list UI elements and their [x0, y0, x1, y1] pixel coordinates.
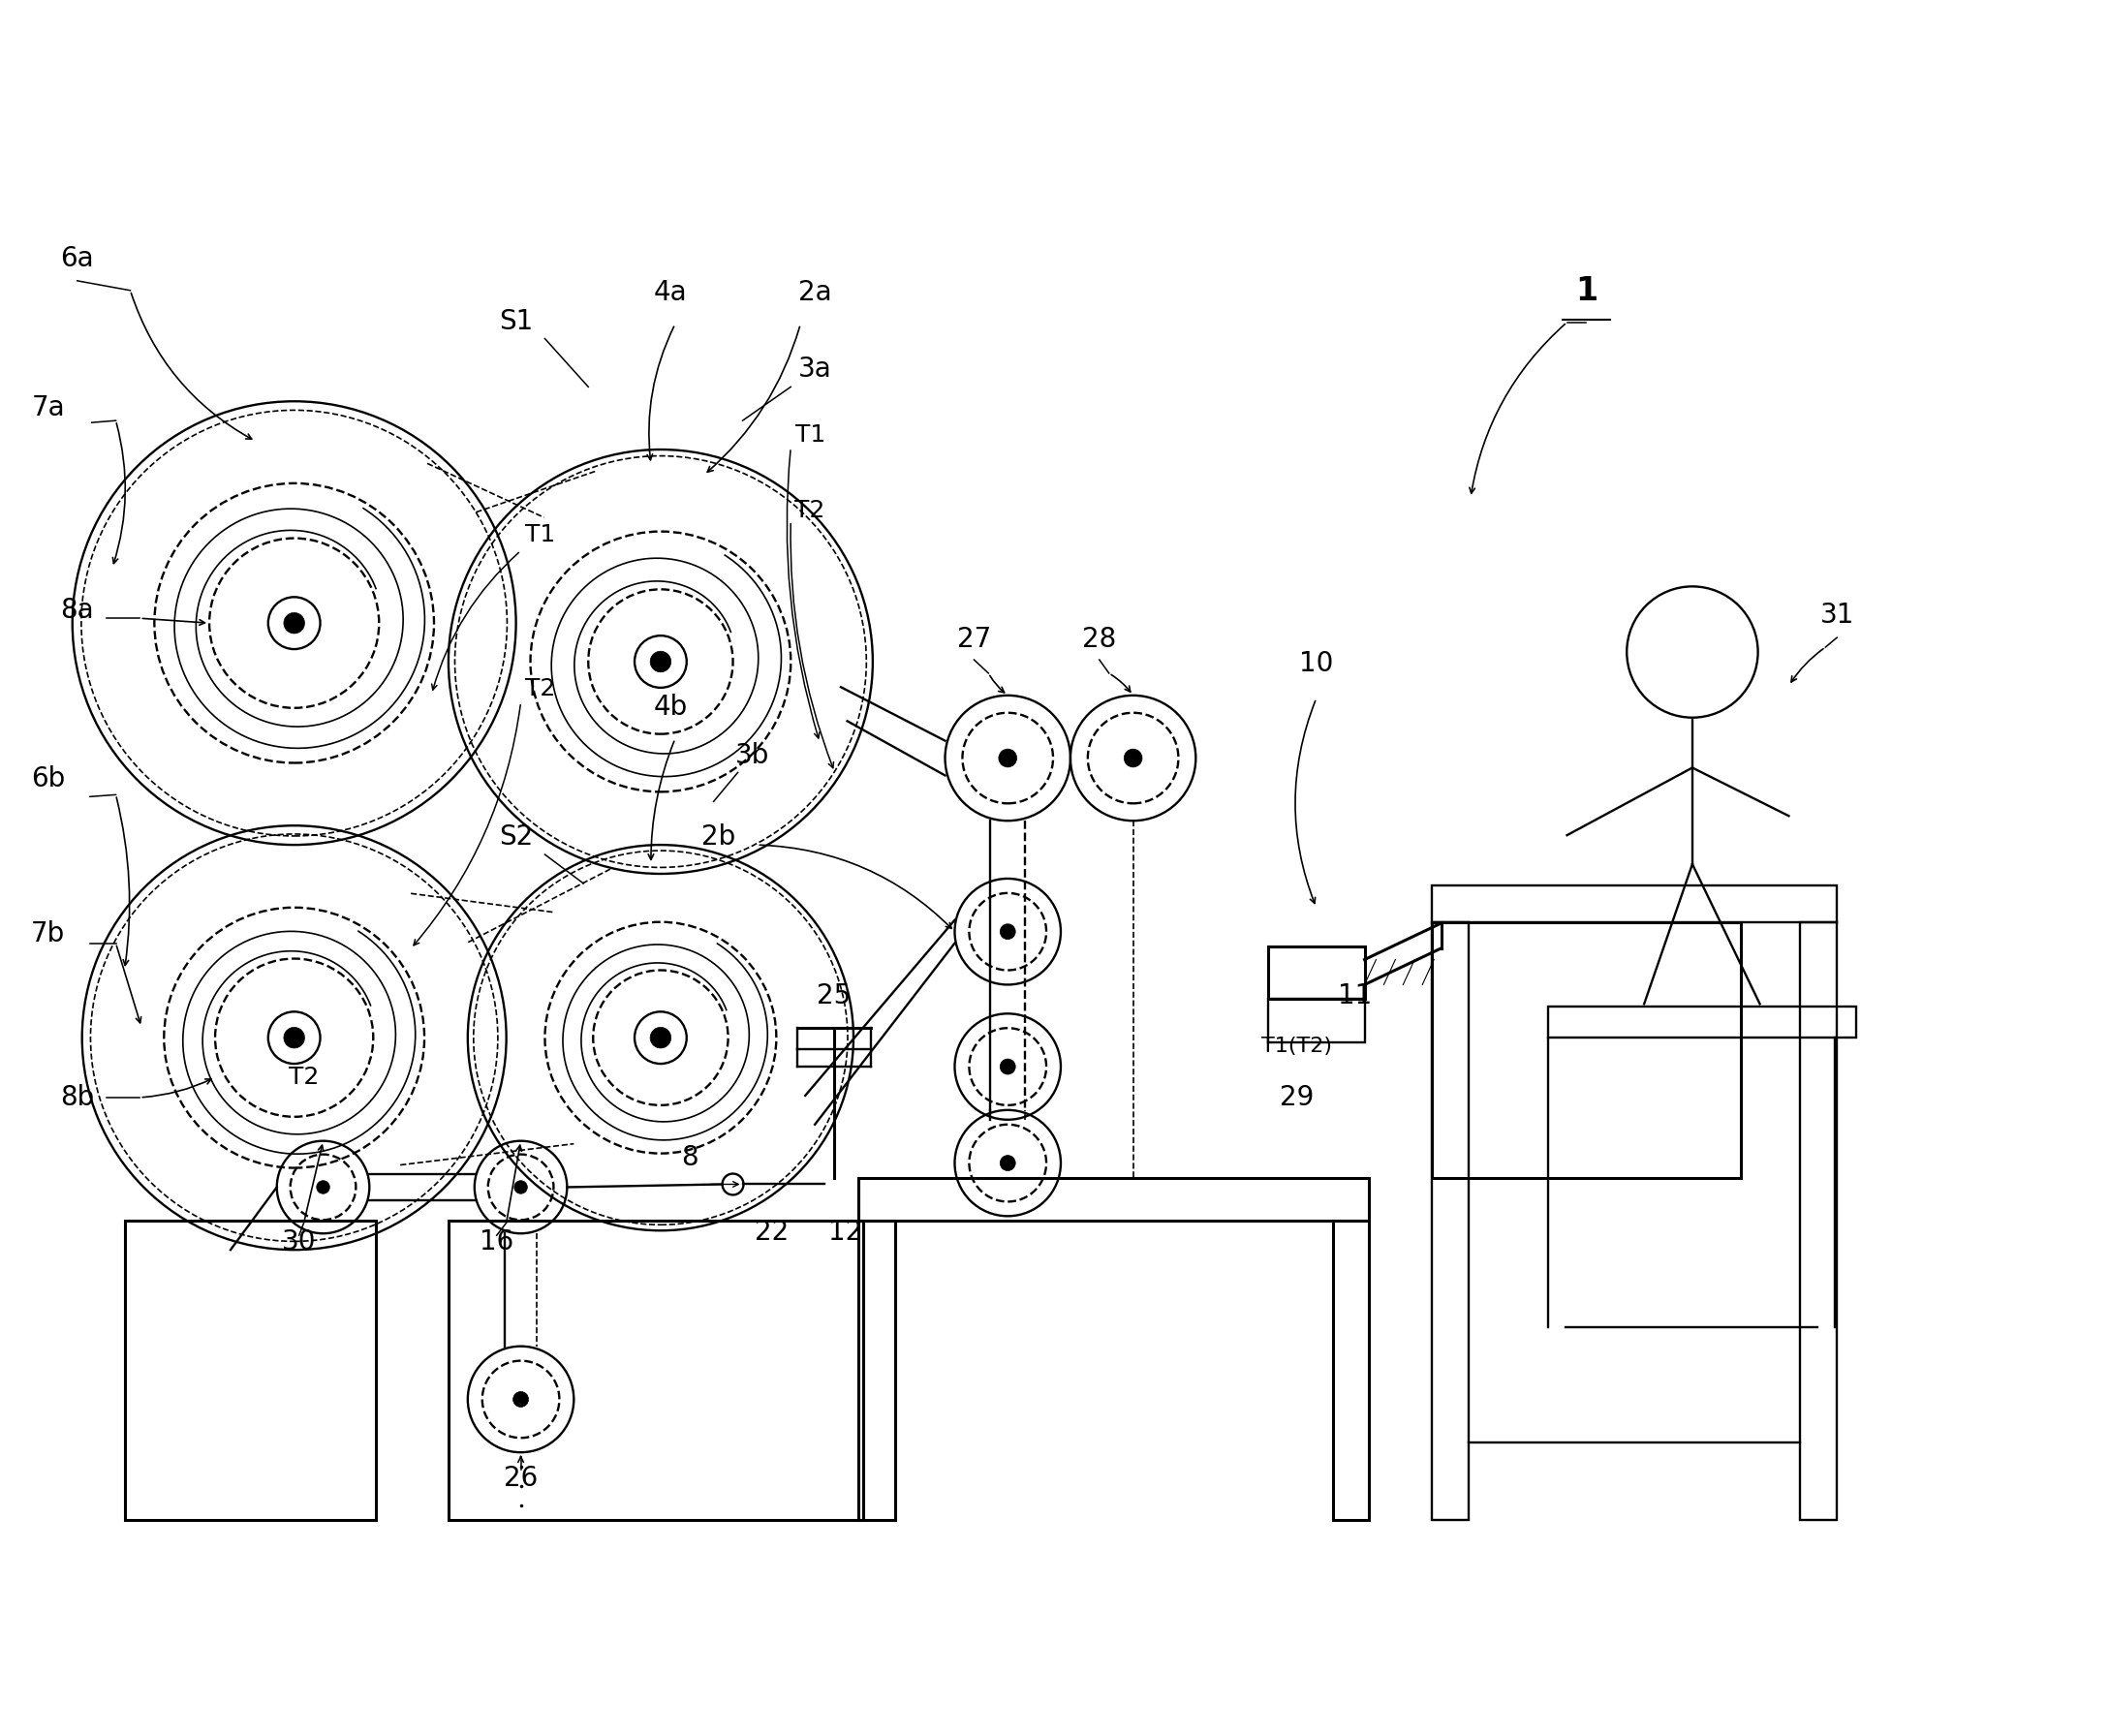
Bar [1268, 946, 1365, 1000]
Text: 8b: 8b [61, 1083, 95, 1111]
Text: S2: S2 [500, 823, 534, 851]
Text: T2: T2 [795, 498, 825, 523]
Text: 6a: 6a [61, 245, 95, 273]
Text: S1: S1 [500, 307, 534, 335]
Circle shape [650, 1028, 671, 1049]
Bar [1432, 885, 1837, 922]
Text: 26: 26 [504, 1465, 538, 1491]
Circle shape [1000, 748, 1017, 767]
Text: T1: T1 [795, 424, 825, 446]
Circle shape [1000, 924, 1014, 939]
Text: 8: 8 [681, 1144, 698, 1170]
Text: 29: 29 [1280, 1083, 1314, 1111]
Text: 28: 28 [1082, 627, 1116, 653]
Bar [449, 1220, 863, 1519]
Text: 7b: 7b [32, 920, 65, 948]
Circle shape [1000, 1156, 1014, 1170]
Circle shape [316, 1180, 329, 1194]
Circle shape [285, 613, 304, 634]
Text: 7a: 7a [32, 394, 65, 422]
Circle shape [515, 1180, 527, 1194]
Circle shape [285, 1028, 304, 1049]
Text: 31: 31 [1820, 602, 1854, 628]
Text: 11: 11 [1337, 983, 1373, 1010]
Bar [1801, 922, 1837, 1519]
Bar [1548, 1007, 1856, 1038]
Bar [1432, 922, 1468, 1519]
Text: T1(T2): T1(T2) [1261, 1036, 1333, 1055]
Text: 4b: 4b [654, 693, 688, 720]
Text: 6b: 6b [32, 766, 65, 793]
Text: 25: 25 [816, 983, 852, 1010]
Text: 27: 27 [957, 627, 991, 653]
Text: 2a: 2a [797, 279, 831, 306]
Bar [1268, 1000, 1365, 1043]
Circle shape [512, 1392, 529, 1406]
Circle shape [650, 651, 671, 672]
Circle shape [1124, 748, 1143, 767]
Bar [858, 1220, 894, 1519]
Text: T2: T2 [525, 677, 555, 700]
Text: T2: T2 [289, 1066, 318, 1088]
Text: 30: 30 [283, 1229, 316, 1255]
Text: 4a: 4a [654, 279, 688, 306]
Text: 16: 16 [479, 1229, 515, 1255]
Text: 3b: 3b [736, 741, 770, 769]
Text: 3a: 3a [797, 356, 831, 384]
Circle shape [1000, 1059, 1014, 1075]
Text: 2b: 2b [702, 823, 736, 851]
Text: T1: T1 [525, 523, 555, 545]
Text: 8a: 8a [61, 597, 95, 623]
Text: 10: 10 [1299, 649, 1333, 677]
Bar [124, 1220, 375, 1519]
Text: 1: 1 [1575, 274, 1597, 307]
Text: 12: 12 [829, 1219, 863, 1246]
Bar [1333, 1220, 1369, 1519]
Bar [1432, 922, 1740, 1177]
Bar [858, 1177, 1369, 1220]
Text: 22: 22 [755, 1219, 789, 1246]
